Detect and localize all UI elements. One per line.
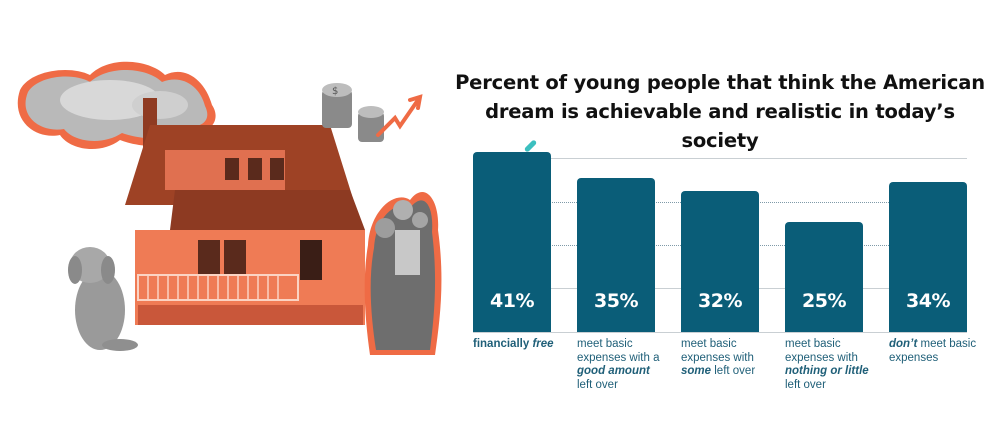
label-text-part: good amount <box>577 365 650 377</box>
bar-value-label: 41% <box>490 290 534 312</box>
category-label-good-amount: meet basic expenses with a good amount l… <box>577 338 667 392</box>
bar-some-left-over: 32% <box>681 191 759 332</box>
label-text-part: left over <box>785 378 826 391</box>
bar-financially-free: 41% <box>473 152 551 332</box>
category-label-dont-meet: don’t meet basic expenses <box>889 338 979 365</box>
bar-good-amount-left-over: 35% <box>577 178 655 332</box>
family-image <box>364 191 442 355</box>
bar-dont-meet-basic-expenses: 34% <box>889 182 967 332</box>
category-label-some-left-over: meet basic expenses with some left over <box>681 338 771 379</box>
bar-value-label: 25% <box>802 290 846 312</box>
bar-value-label: 35% <box>594 290 638 312</box>
label-text-part: financially <box>473 338 533 350</box>
label-text-part: nothing or little <box>785 365 869 377</box>
label-text-part: meet basic expenses with <box>785 338 858 364</box>
house-image <box>125 98 365 325</box>
label-text-part: don’t <box>889 338 918 350</box>
chart-title: Percent of young people that think the A… <box>455 71 985 152</box>
label-text-part: meet basic expenses with a <box>577 338 660 364</box>
svg-text:$: $ <box>332 86 338 97</box>
trend-arrow-icon <box>376 94 423 137</box>
label-text-part: left over <box>711 365 756 377</box>
label-text-part: free <box>532 338 554 350</box>
bar-chart-plot: 41% 35% 32% 25% 34% <box>473 130 973 333</box>
label-text-part: meet basic expenses <box>889 338 977 364</box>
cloud-image <box>17 61 216 150</box>
label-text-part: left over <box>577 378 618 391</box>
collage-illustration: $ <box>17 61 442 355</box>
bar-nothing-or-little-left-over: 25% <box>785 222 863 332</box>
bar-value-label: 34% <box>906 290 950 312</box>
x-axis-baseline <box>473 332 967 333</box>
label-text-part: some <box>681 365 712 377</box>
gridline <box>473 158 967 159</box>
label-text-part: meet basic expenses with <box>681 338 754 364</box>
category-label-nothing-or-little: meet basic expenses with nothing or litt… <box>785 338 875 392</box>
dog-image <box>68 247 138 351</box>
bar-value-label: 32% <box>698 290 742 312</box>
category-label-financially-free: financially free <box>473 338 563 352</box>
